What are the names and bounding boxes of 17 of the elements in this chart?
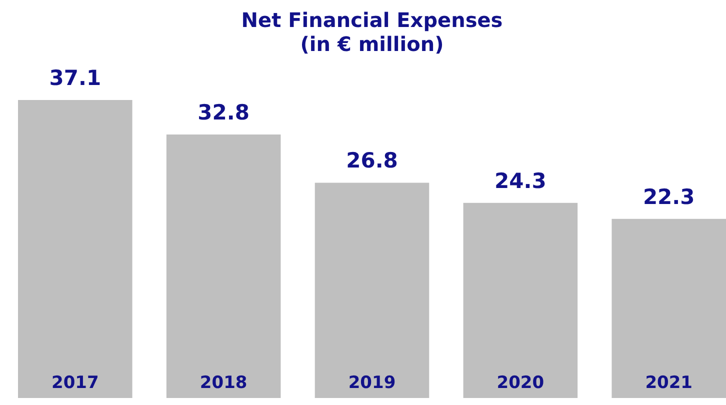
- data-label: 32.8: [198, 100, 250, 125]
- x-tick-label: 2021: [645, 373, 693, 393]
- bar: [18, 100, 132, 398]
- x-tick-label: 2020: [496, 373, 544, 393]
- chart-subtitle: (in € million): [300, 32, 444, 56]
- x-tick-label: 2019: [348, 373, 396, 393]
- bar: [612, 218, 726, 398]
- data-label: 22.3: [642, 184, 695, 209]
- x-tick-label: 2018: [200, 373, 248, 393]
- bar: [314, 182, 430, 398]
- bar: [463, 202, 578, 398]
- data-label: 37.1: [49, 66, 102, 90]
- x-tick-label: 2017: [51, 373, 99, 393]
- data-label: 26.8: [346, 148, 398, 173]
- data-label: 24.3: [494, 168, 546, 193]
- chart-title: Net Financial Expenses: [241, 8, 503, 32]
- bar: [166, 134, 281, 398]
